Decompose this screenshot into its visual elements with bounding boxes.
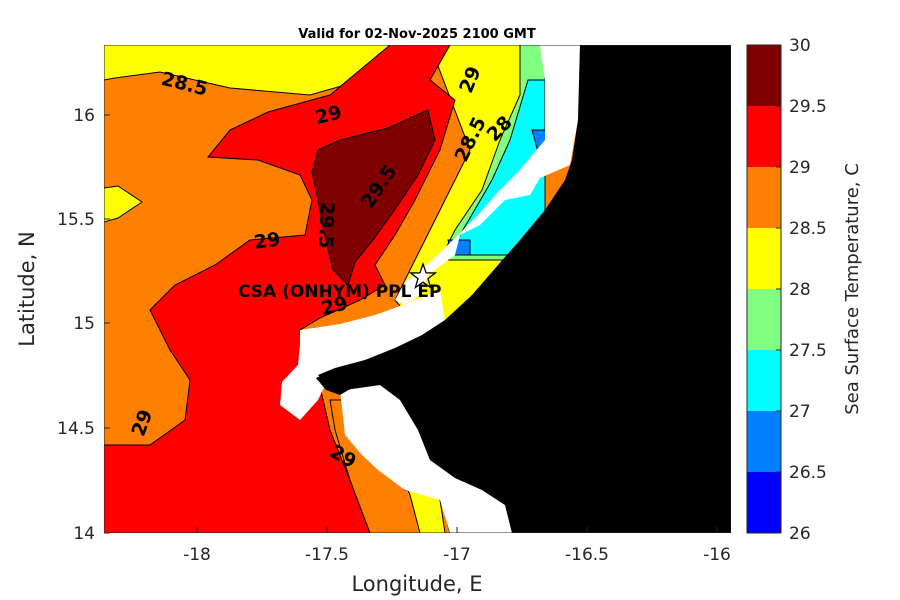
x-tick-label: -16.5 [565, 545, 609, 565]
star-icon [408, 262, 438, 290]
y-tick-label: 14 [73, 524, 95, 544]
sst-band-29.5-30 [311, 109, 436, 286]
masked-zone-coast [280, 290, 445, 420]
y-tick-label: 16 [73, 106, 95, 126]
colorbar-tick-label: 28.5 [789, 219, 827, 239]
colorbar-swatch [747, 106, 781, 167]
colorbar-tick-label: 27 [789, 402, 811, 422]
colorbar-tick-label: 26 [789, 524, 811, 544]
land-mass [318, 45, 731, 533]
colorbar-swatch [747, 472, 781, 533]
colorbar-tick-label: 29 [789, 158, 811, 178]
masked-zone-north [395, 45, 580, 305]
figure-title: Valid for 02-Nov-2025 2100 GMT [298, 27, 536, 42]
y-axis: 16 15.5 15 14.5 14 Latitude, N [15, 106, 110, 544]
colorbar-ticks: 30 29.5 29 28.5 28 27.5 27 26.5 26 [776, 36, 827, 544]
x-tick-label: -16 [703, 545, 731, 565]
colorbar-tick-label: 26.5 [789, 463, 827, 483]
masked-zone-south [340, 385, 512, 533]
x-tick-label: -18 [183, 545, 211, 565]
colorbar-swatch [747, 228, 781, 289]
colorbar-title: Sea Surface Temperature, C [842, 163, 863, 415]
x-tick-label: -17 [443, 545, 471, 565]
contour-label: 29.5 [314, 201, 338, 249]
colorbar-swatch [747, 411, 781, 472]
colorbar-swatch [747, 350, 781, 411]
colorbar-tick-label: 28 [789, 280, 811, 300]
colorbar-swatch [747, 45, 781, 106]
site-label: CSA (ONHYM) PPL EP [238, 282, 441, 302]
colorbar-tick-label: 27.5 [789, 341, 827, 361]
colorbar-swatch [747, 167, 781, 228]
y-axis-title: Latitude, N [15, 231, 39, 347]
y-tick-label: 15 [73, 314, 95, 334]
colorbar-swatches [747, 45, 781, 533]
cape-verde-peninsula [316, 372, 352, 395]
colorbar: 30 29.5 29 28.5 28 27.5 27 26.5 26 Sea Surface T… [746, 36, 863, 544]
x-tick-label: -17.5 [305, 545, 349, 565]
sst-band-28-28.5-west [104, 185, 143, 223]
colorbar-tick-label: 30 [789, 36, 811, 56]
contour-label: 29 [253, 228, 282, 253]
y-tick-label: 15.5 [57, 210, 95, 230]
x-axis-title: Longitude, E [351, 572, 482, 596]
y-tick-label: 14.5 [57, 419, 95, 439]
x-axis: -18 -17.5 -17 -16.5 -16 Longitude, E [183, 527, 731, 596]
colorbar-tick-label: 29.5 [789, 97, 827, 117]
colorbar-swatch [747, 289, 781, 350]
map-plot-area [104, 45, 731, 533]
